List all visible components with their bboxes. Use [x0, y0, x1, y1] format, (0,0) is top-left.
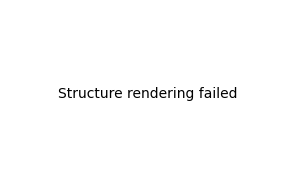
Text: Structure rendering failed: Structure rendering failed [58, 88, 237, 101]
